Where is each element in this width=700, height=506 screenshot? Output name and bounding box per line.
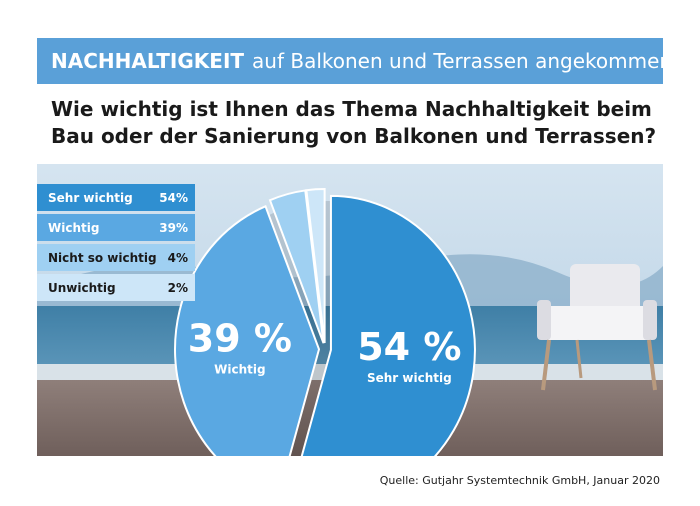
legend-label: Wichtig — [48, 220, 100, 235]
legend-item: Unwichtig 2% — [37, 274, 195, 301]
legend-value: 54% — [159, 190, 188, 205]
slice-value-label: 54 % — [357, 325, 461, 369]
legend-item: Wichtig 39% — [37, 214, 195, 241]
chart-legend: Sehr wichtig 54% Wichtig 39% Nicht so wichti… — [37, 184, 195, 304]
armchair-icon — [537, 264, 657, 391]
headline-rest: auf Balkonen und Terrassen angekommen — [252, 49, 663, 73]
legend-label: Unwichtig — [48, 280, 116, 295]
question-line-2: Bau oder der Sanierung von Balkonen und … — [51, 124, 657, 148]
pie-slice-sehr-wichtig — [300, 194, 476, 456]
pie-slice-wichtig — [174, 204, 321, 456]
pie-slice-unwichtig — [305, 188, 326, 344]
question-line-1: Wie wichtig ist Ihnen das Thema Nachhalt… — [51, 97, 652, 121]
pie-chart: 54 % Sehr wichtig 39 % Wichtig — [174, 188, 476, 456]
legend-item: Nicht so wichtig 4% — [37, 244, 195, 271]
legend-value: 4% — [167, 250, 188, 265]
question-heading: Wie wichtig ist Ihnen das Thema Nachhalt… — [37, 84, 663, 164]
slice-category-label: Sehr wichtig — [367, 371, 452, 385]
source-note: Quelle: Gutjahr Systemtechnik GmbH, Janu… — [379, 474, 660, 487]
slice-value-label: 39 % — [188, 316, 292, 360]
slice-category-label: Wichtig — [214, 362, 265, 376]
headline-banner: NACHHALTIGKEIT auf Balkonen und Terrasse… — [37, 38, 663, 84]
legend-item: Sehr wichtig 54% — [37, 184, 195, 211]
legend-label: Nicht so wichtig — [48, 250, 157, 265]
pie-slice-nicht-so-wichtig — [268, 189, 325, 344]
legend-value: 2% — [167, 280, 188, 295]
headline-bold: NACHHALTIGKEIT — [51, 49, 245, 73]
legend-value: 39% — [159, 220, 188, 235]
infographic-frame: NACHHALTIGKEIT auf Balkonen und Terrasse… — [37, 38, 663, 456]
legend-label: Sehr wichtig — [48, 190, 133, 205]
